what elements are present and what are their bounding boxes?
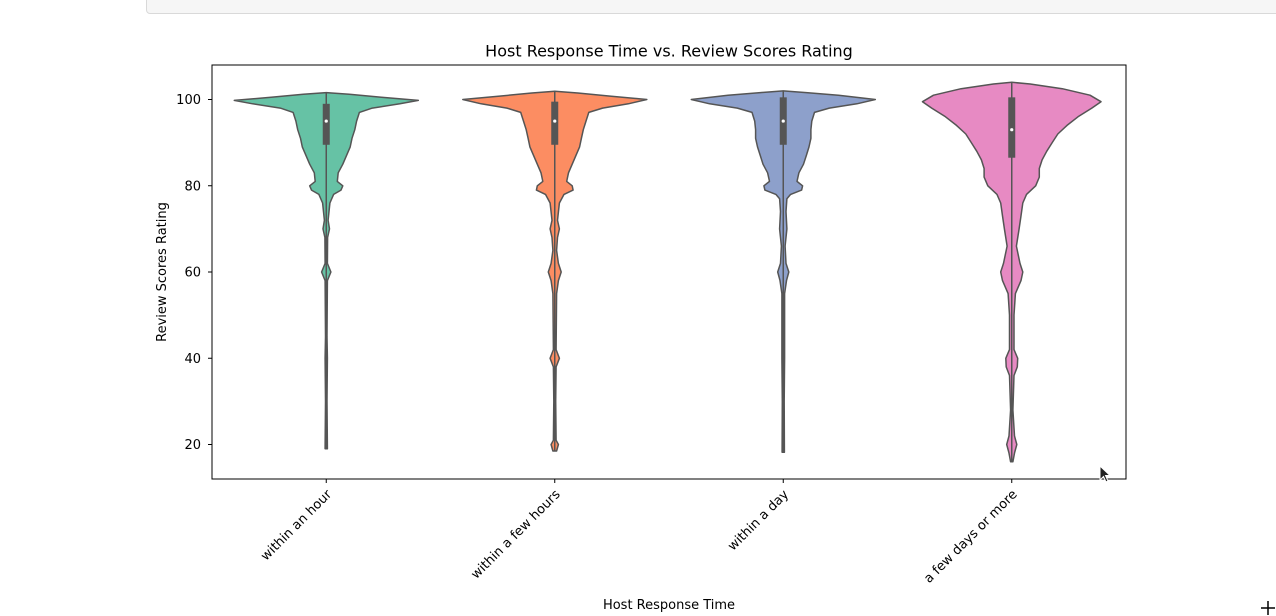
crosshair-icon <box>1261 601 1275 615</box>
violin-median <box>781 119 785 123</box>
x-tick-label: within an hour <box>258 487 335 564</box>
violin-median <box>1010 128 1014 132</box>
y-tick-label: 40 <box>184 352 201 367</box>
y-tick-label: 20 <box>184 438 201 453</box>
violin-median <box>324 119 328 123</box>
y-axis-label: Review Scores Rating <box>155 202 170 342</box>
y-tick-label: 100 <box>176 93 201 108</box>
x-axis-label: Host Response Time <box>603 598 735 613</box>
x-tick-label: within a day <box>725 487 792 554</box>
mouse-pointer-icon <box>1099 465 1112 483</box>
y-tick-label: 80 <box>184 179 201 194</box>
violin-median <box>553 119 557 123</box>
violin-iqr-box <box>1008 97 1016 158</box>
y-tick-label: 60 <box>184 266 201 281</box>
violins-group <box>233 81 1102 463</box>
violin-iqr-box <box>551 101 559 145</box>
y-axis: 20 40 60 80 100 <box>176 93 212 453</box>
chart-title: Host Response Time vs. Review Scores Rat… <box>485 42 853 61</box>
x-axis: within an hour within a few hours within a… <box>258 479 1021 586</box>
toolbar-strip <box>146 0 1276 14</box>
x-tick-label: a few days or more <box>921 487 1020 586</box>
violin-iqr-box <box>322 103 330 145</box>
x-tick-label: within a few hours <box>468 487 563 582</box>
